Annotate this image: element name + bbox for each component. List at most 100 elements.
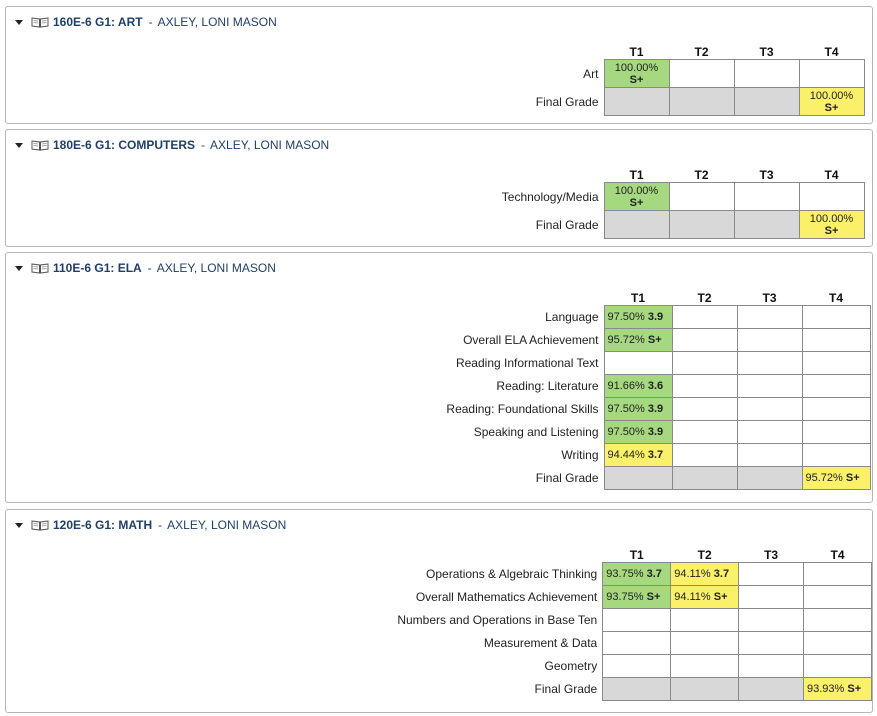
term-header: T2 xyxy=(697,291,712,305)
grade-cell[interactable]: 94.11% S+ xyxy=(670,585,740,609)
grade-mark: S+ xyxy=(629,196,644,209)
grade-mark: S+ xyxy=(845,472,860,484)
grade-cell[interactable]: 100.00% S+ xyxy=(798,87,865,116)
header-spacer xyxy=(6,168,604,183)
course-header: 180E-6 G1: COMPUTERS - AXLEY, LONI MASON xyxy=(6,137,329,153)
grade-cell[interactable]: 97.50% 3.9 xyxy=(603,305,673,329)
grade-cell[interactable]: 95.72% S+ xyxy=(801,466,871,490)
grade-cell[interactable]: 93.75% 3.7 xyxy=(602,562,672,586)
grade-cell[interactable]: 94.11% 3.7 xyxy=(670,562,740,586)
standard-row: Numbers and Operations in Base Ten xyxy=(6,608,872,632)
course-header: 160E-6 G1: ART - AXLEY, LONI MASON xyxy=(6,14,277,30)
teacher-name[interactable]: AXLEY, LONI MASON xyxy=(156,261,276,275)
empty-grade-cell xyxy=(738,631,804,655)
empty-grade-cell xyxy=(668,182,735,211)
empty-grade-cell xyxy=(803,562,872,586)
grade-mark: S+ xyxy=(824,224,839,237)
empty-grade-cell xyxy=(603,210,670,239)
empty-grade-cell xyxy=(801,420,871,444)
empty-grade-cell xyxy=(736,328,803,352)
course-title[interactable]: 110E-6 G1: ELA xyxy=(53,261,142,275)
collapse-toggle-icon[interactable] xyxy=(15,142,23,148)
empty-grade-cell xyxy=(738,608,804,632)
row-label: Language xyxy=(545,310,599,324)
empty-grade-cell xyxy=(671,466,738,490)
course-section-art: 160E-6 G1: ART - AXLEY, LONI MASON T1 T2 T… xyxy=(5,6,873,124)
standard-row: Art 100.00% S+ xyxy=(6,59,865,88)
empty-grade-cell xyxy=(736,420,803,444)
teacher-name[interactable]: AXLEY, LONI MASON xyxy=(210,138,330,152)
grade-percent: 93.75% xyxy=(606,568,644,580)
empty-grade-cell xyxy=(803,608,872,632)
course-title[interactable]: 120E-6 G1: MATH xyxy=(53,518,153,532)
final-grade-row: Final Grade 93.93% S+ xyxy=(6,677,872,701)
empty-grade-cell xyxy=(801,305,871,329)
standard-row: Operations & Algebraic Thinking 93.75% 3.… xyxy=(6,562,872,586)
empty-grade-cell xyxy=(738,654,804,678)
term-header: T4 xyxy=(830,548,845,562)
empty-grade-cell xyxy=(603,87,670,116)
term-header: T4 xyxy=(824,45,839,59)
grade-percent: 100.00% xyxy=(809,89,854,102)
grade-mark: 3.9 xyxy=(647,426,664,438)
row-label: Numbers and Operations in Base Ten xyxy=(397,613,598,627)
grade-cell[interactable]: 100.00% S+ xyxy=(798,210,865,239)
empty-grade-cell xyxy=(738,677,804,701)
empty-grade-cell xyxy=(798,182,865,211)
grade-mark: S+ xyxy=(647,334,662,346)
separator: - xyxy=(158,518,163,532)
standard-row: Geometry xyxy=(6,654,872,678)
empty-grade-cell xyxy=(671,305,738,329)
row-label: Final Grade xyxy=(535,217,599,232)
grades-table: T1 T2 T3 T4 Technology/Media 100.00% S+ Final G… xyxy=(6,168,865,239)
term-header: T4 xyxy=(828,291,843,305)
grade-cell[interactable]: 94.44% 3.7 xyxy=(603,443,673,467)
empty-grade-cell xyxy=(671,351,738,375)
course-section-math: 120E-6 G1: MATH - AXLEY, LONI MASON T1 T2… xyxy=(5,509,873,713)
term-header: T2 xyxy=(694,45,709,59)
header-spacer xyxy=(6,45,604,60)
empty-grade-cell xyxy=(736,305,803,329)
empty-grade-cell xyxy=(738,585,804,609)
empty-grade-cell xyxy=(671,374,738,398)
grade-mark: S+ xyxy=(646,591,661,603)
teacher-name[interactable]: AXLEY, LONI MASON xyxy=(167,518,287,532)
grade-mark: 3.9 xyxy=(647,311,664,323)
empty-grade-cell xyxy=(670,631,740,655)
collapse-toggle-icon[interactable] xyxy=(15,522,23,528)
grade-cell[interactable]: 100.00% S+ xyxy=(603,59,670,88)
final-grade-row: Final Grade 100.00% S+ xyxy=(6,87,865,116)
empty-grade-cell xyxy=(803,585,872,609)
empty-grade-cell xyxy=(670,608,740,632)
row-label: Final Grade xyxy=(534,682,598,696)
grade-percent: 100.00% xyxy=(809,212,854,225)
collapse-toggle-icon[interactable] xyxy=(15,19,23,25)
grade-mark: S+ xyxy=(629,73,644,86)
teacher-name[interactable]: AXLEY, LONI MASON xyxy=(157,15,277,29)
empty-grade-cell xyxy=(801,397,871,421)
grades-table: T1 T2 T3 T4 Art 100.00% S+ Final Grade 100.00% S+ xyxy=(6,45,865,116)
grade-cell[interactable]: 100.00% S+ xyxy=(603,182,670,211)
grade-cell[interactable]: 95.72% S+ xyxy=(603,328,673,352)
grade-cell[interactable]: 91.66% 3.6 xyxy=(603,374,673,398)
course-section-computers: 180E-6 G1: COMPUTERS - AXLEY, LONI MASON… xyxy=(5,129,873,247)
course-section-ela: 110E-6 G1: ELA - AXLEY, LONI MASON T1 T2 T… xyxy=(5,252,873,503)
grade-cell[interactable]: 93.93% S+ xyxy=(803,677,872,701)
grade-cell[interactable]: 93.75% S+ xyxy=(602,585,672,609)
grade-cell[interactable]: 97.50% 3.9 xyxy=(603,397,673,421)
term-header: T1 xyxy=(629,45,644,59)
grade-cell[interactable]: 97.50% 3.9 xyxy=(603,420,673,444)
grade-percent: 100.00% xyxy=(614,184,659,197)
course-title[interactable]: 160E-6 G1: ART xyxy=(53,15,143,29)
grade-percent: 91.66% xyxy=(607,380,645,392)
course-title[interactable]: 180E-6 G1: COMPUTERS xyxy=(53,138,196,152)
row-label: Operations & Algebraic Thinking xyxy=(426,567,598,581)
open-book-icon xyxy=(31,140,49,151)
grade-percent: 93.93% xyxy=(807,683,845,695)
standard-row: Reading Informational Text xyxy=(6,351,871,375)
empty-grade-cell xyxy=(736,351,803,375)
term-header: T3 xyxy=(762,291,777,305)
standard-row: Overall ELA Achievement 95.72% S+ xyxy=(6,328,871,352)
standard-row: Speaking and Listening 97.50% 3.9 xyxy=(6,420,871,444)
collapse-toggle-icon[interactable] xyxy=(15,265,23,271)
